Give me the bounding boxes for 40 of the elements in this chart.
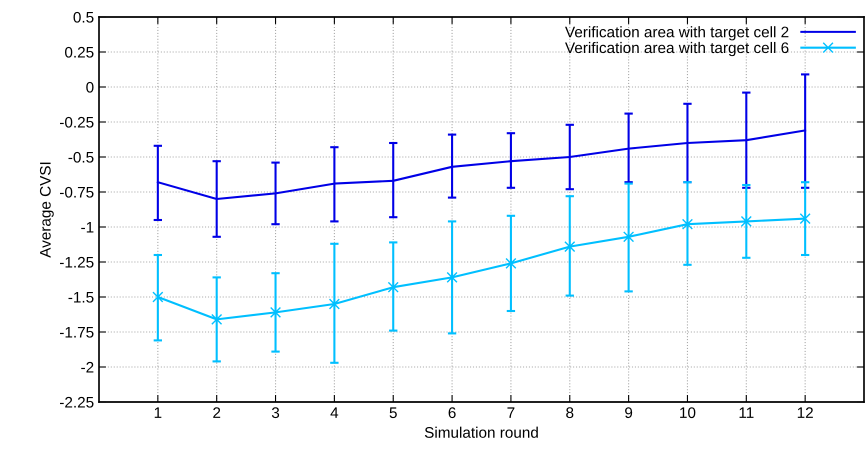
point [623,231,634,242]
x-tick-label: 7 [507,407,514,418]
y-tick-label: -0.5 [68,152,94,163]
x-tick-label: 5 [390,407,397,418]
y-tick-label: 0.5 [74,12,94,23]
y-tick-label: -0.25 [60,116,94,128]
point [446,272,458,283]
legend-label: Verification area with target cell 6 [565,42,788,56]
x-tick-label: 10 [680,407,696,418]
y-tick-label: 0 [86,82,94,93]
x-tick-label: 12 [798,407,813,418]
x-tick-label: 11 [740,407,754,418]
point [564,241,576,252]
x-tick-label: 6 [448,407,456,418]
y-tick-label: 0.25 [65,46,94,58]
point [505,258,516,269]
legend-label: Verification area with target cell 2 [565,26,788,40]
point [270,306,282,318]
point [328,298,340,310]
y-tick-label: -2 [81,362,94,373]
x-tick-label: 8 [566,407,574,418]
point [211,314,222,325]
x-tick-label: 4 [330,407,338,418]
point [800,213,811,224]
x-tick-label: 9 [625,407,632,418]
x-tick-label: 1 [154,407,162,418]
point [388,282,399,293]
y-tick-label: -1.5 [68,292,94,303]
x-tick-label: 2 [213,407,220,418]
x-axis-title: Simulation round [424,426,538,438]
y-tick-label: -0.75 [60,186,94,198]
x-tick-label: 3 [272,407,280,418]
y-tick-label: -1.25 [60,256,94,268]
y-tick-label: -2.25 [60,396,94,408]
y-tick-label: -1.75 [60,327,94,338]
point [152,291,164,303]
point [682,218,694,230]
y-tick-label: -1 [81,222,94,233]
point [740,216,752,227]
y-axis-title: Average CVSI [40,162,54,258]
